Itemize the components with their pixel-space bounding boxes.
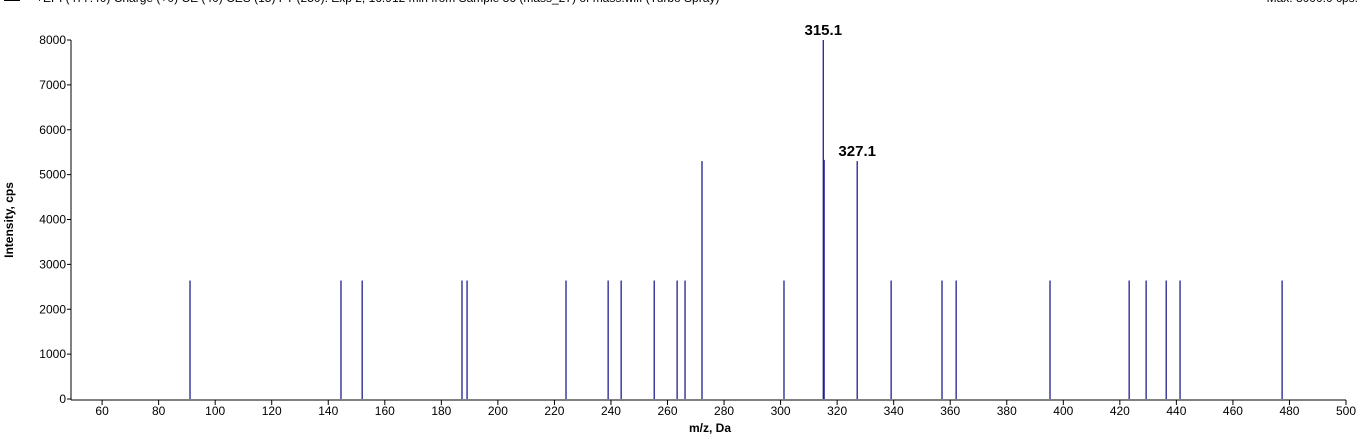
x-tick-label: 420 <box>1110 404 1130 418</box>
x-tick-label: 340 <box>884 404 904 418</box>
x-tick-label: 180 <box>431 404 451 418</box>
y-tick-label: 1000 <box>39 347 66 361</box>
x-tick-label: 200 <box>488 404 508 418</box>
y-tick-label: 7000 <box>39 78 66 92</box>
x-tick-label: 280 <box>714 404 734 418</box>
x-tick-label: 100 <box>205 404 225 418</box>
x-tick-label: 220 <box>544 404 564 418</box>
x-tick-label: 120 <box>262 404 282 418</box>
x-tick-label: 360 <box>940 404 960 418</box>
y-axis-label: Intensity, cps <box>2 182 16 258</box>
x-tick-label: 480 <box>1279 404 1299 418</box>
x-tick-label: 260 <box>657 404 677 418</box>
y-tick-label: 4000 <box>39 213 66 227</box>
y-tick-label: 8000 <box>39 33 66 47</box>
peak-label: 315.1 <box>805 22 843 39</box>
x-tick-label: 400 <box>1053 404 1073 418</box>
y-tick-label: 0 <box>59 392 66 406</box>
x-tick-label: 160 <box>375 404 395 418</box>
max-label: Max. 8000.0 cps. <box>1267 0 1358 5</box>
y-tick-label: 3000 <box>39 257 66 271</box>
y-tick-label: 6000 <box>39 123 66 137</box>
x-axis-label: m/z, Da <box>689 421 731 435</box>
x-tick-label: 60 <box>95 404 109 418</box>
x-tick-label: 500 <box>1336 404 1356 418</box>
y-tick-label: 2000 <box>39 302 66 316</box>
peak-label: 327.1 <box>838 143 876 160</box>
x-tick-label: 80 <box>152 404 166 418</box>
x-tick-label: 300 <box>771 404 791 418</box>
x-tick-label: 440 <box>1166 404 1186 418</box>
x-tick-label: 240 <box>601 404 621 418</box>
x-tick-label: 460 <box>1223 404 1243 418</box>
y-tick-label: 5000 <box>39 168 66 182</box>
header-text: +EPI (477.40) Charge (+0) CE (40) CES (1… <box>36 0 719 5</box>
x-tick-label: 320 <box>827 404 847 418</box>
x-tick-label: 380 <box>997 404 1017 418</box>
x-tick-label: 140 <box>318 404 338 418</box>
